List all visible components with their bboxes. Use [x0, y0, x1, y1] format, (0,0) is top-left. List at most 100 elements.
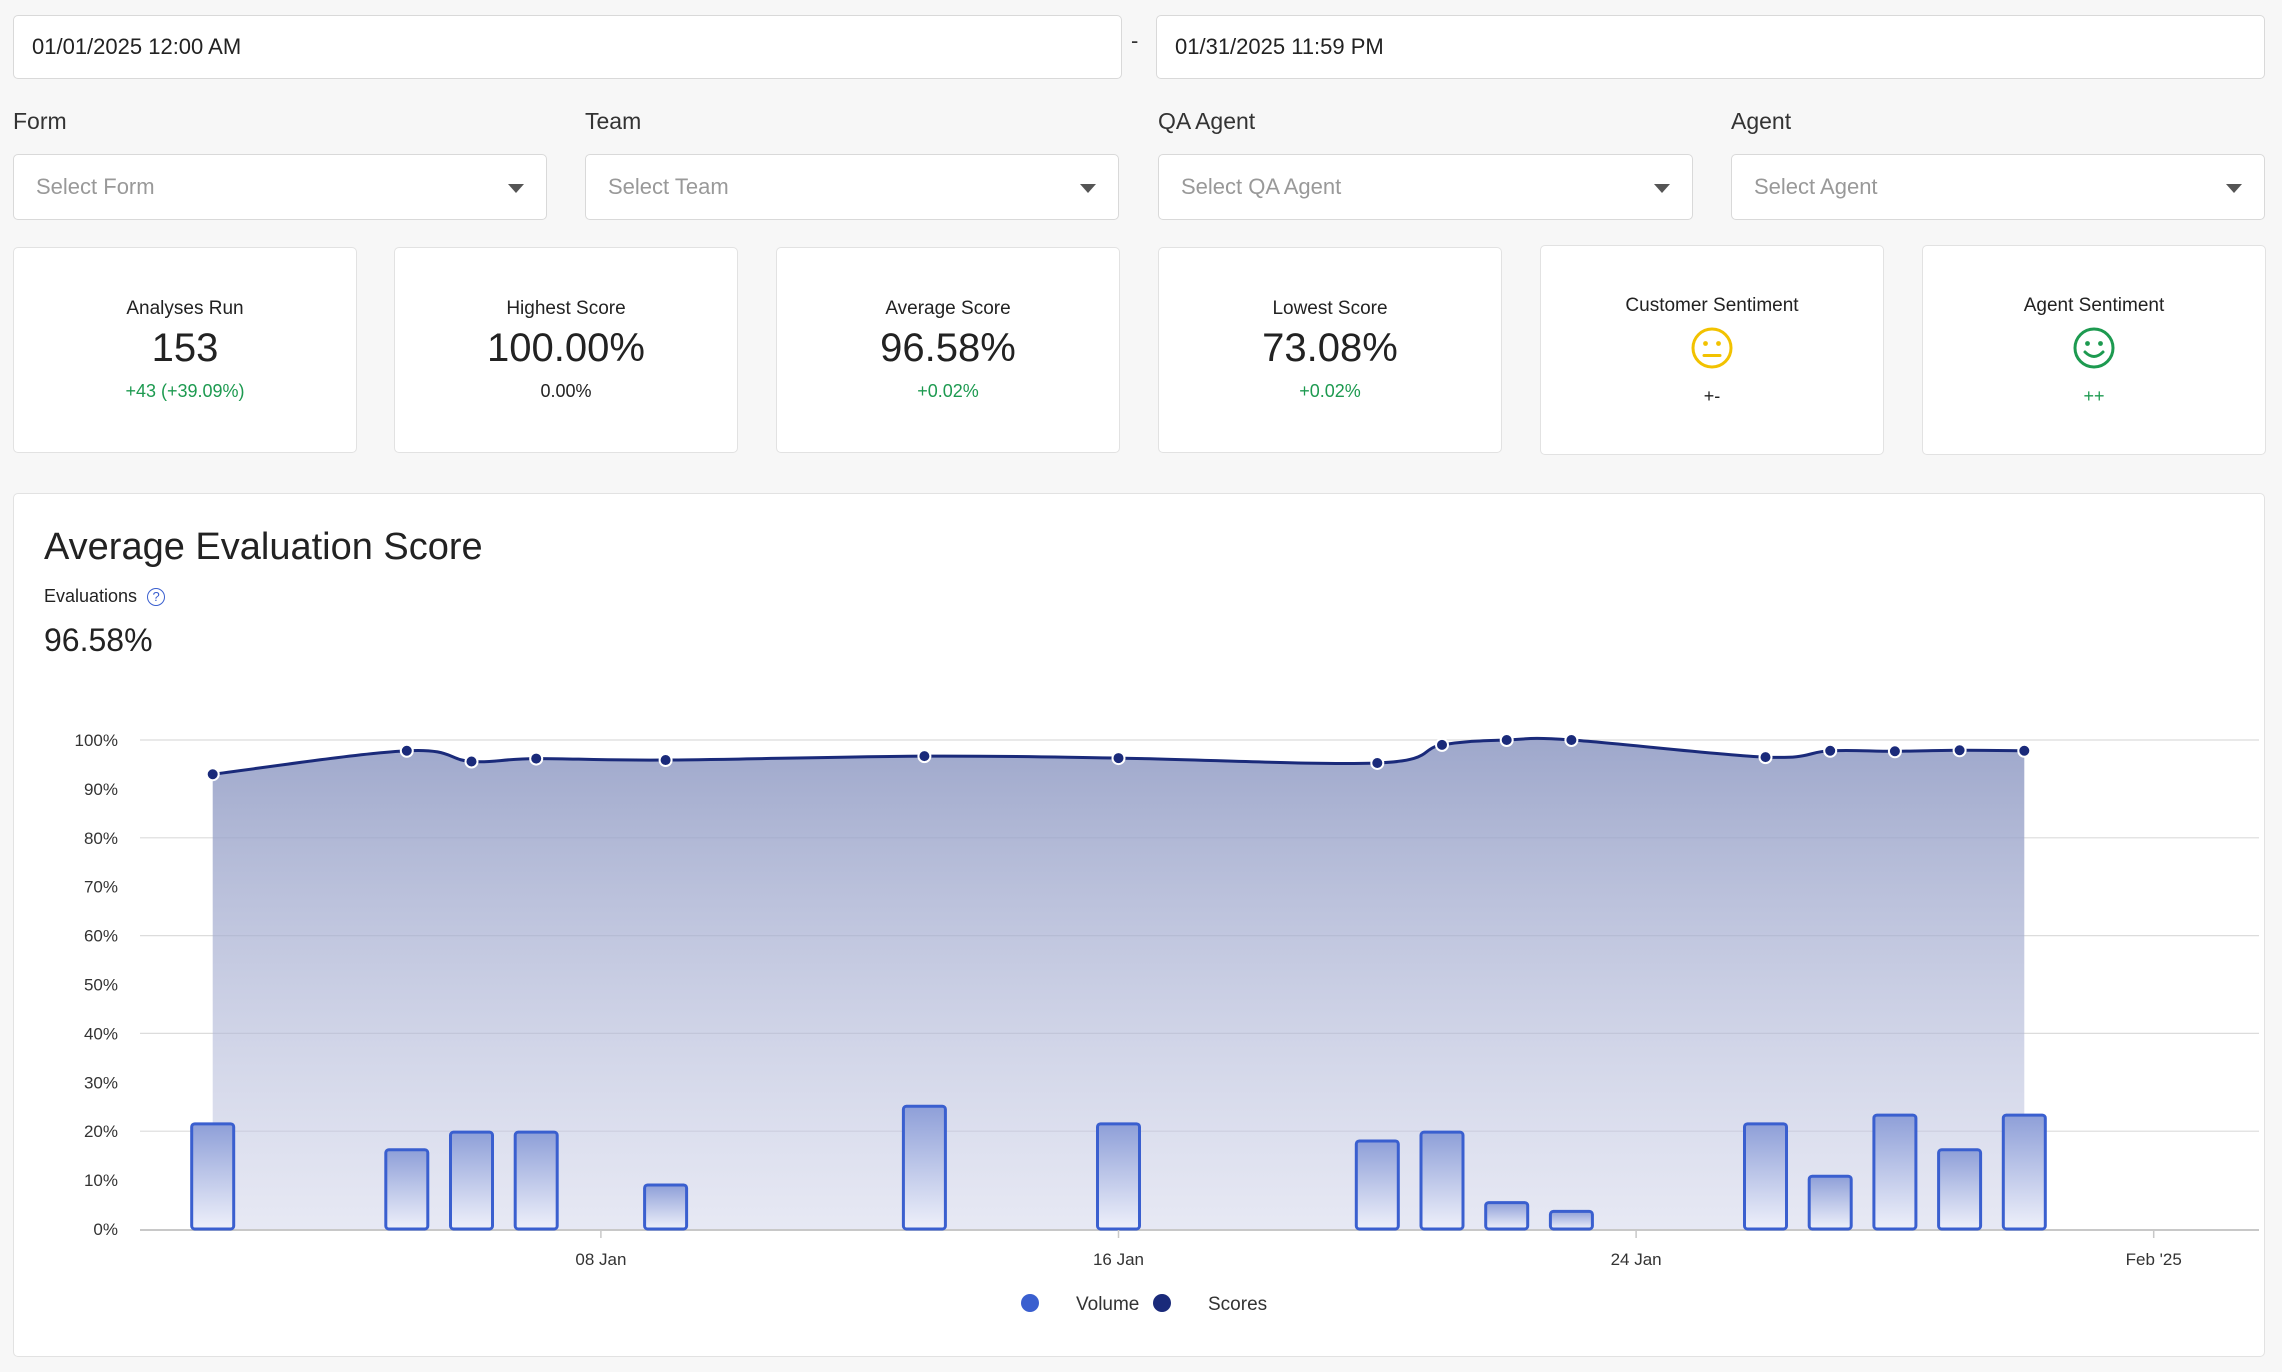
volume-bar	[901, 1104, 947, 1231]
x-tick-label: 16 Jan	[1093, 1250, 1144, 1269]
stat-title: Customer Sentiment	[1625, 295, 1799, 316]
stat-value: 153	[151, 326, 219, 370]
stat-title: Analyses Run	[126, 298, 244, 319]
scores-area	[212, 738, 2025, 1229]
y-tick-label: 90%	[84, 780, 118, 799]
volume-bar	[449, 1130, 494, 1231]
y-tick-label: 80%	[84, 829, 118, 848]
qa-agent-select[interactable]: Select QA Agent	[1158, 154, 1693, 220]
legend-label: Scores	[1208, 1294, 1267, 1315]
volume-bar	[513, 1130, 559, 1231]
team-select-placeholder: Select Team	[608, 174, 729, 199]
stat-card-lowest-score: Lowest Score 73.08% +0.02%	[1158, 247, 1502, 453]
volume-bar	[2001, 1113, 2047, 1231]
date-range-separator: -	[1131, 28, 1139, 53]
volume-bar	[1419, 1130, 1465, 1231]
stat-card-agent-sentiment: Agent Sentiment ++	[1922, 245, 2266, 455]
team-filter-label: Team	[585, 108, 642, 134]
score-point	[917, 749, 932, 764]
start-date-input[interactable]: 01/01/2025 12:00 AM	[13, 15, 1122, 79]
evaluations-label: Evaluations	[44, 586, 138, 606]
volume-bar	[1872, 1113, 1918, 1231]
stat-value: 73.08%	[1262, 326, 1398, 370]
stat-delta: +0.02%	[917, 381, 979, 401]
score-point	[1435, 737, 1449, 752]
stat-title: Highest Score	[506, 298, 626, 319]
x-tick-label: Feb '25	[2126, 1250, 2182, 1269]
form-select-placeholder: Select Form	[36, 174, 155, 199]
y-tick-label: 40%	[84, 1024, 118, 1043]
volume-bar	[1807, 1174, 1853, 1231]
stat-delta: 0.00%	[540, 381, 592, 401]
volume-bar	[1548, 1209, 1594, 1231]
stat-card-average-score: Average Score 96.58% +0.02%	[776, 247, 1120, 453]
legend-marker	[1153, 1294, 1171, 1312]
y-tick-label: 20%	[84, 1122, 118, 1141]
chevron-down-icon	[2226, 184, 2242, 193]
score-point	[464, 754, 479, 769]
score-point	[1499, 733, 1514, 747]
volume-bar	[384, 1148, 430, 1231]
legend-marker	[1021, 1294, 1039, 1312]
end-date-value: 01/31/2025 11:59 PM	[1175, 34, 1384, 59]
y-tick-label: 60%	[84, 927, 118, 946]
chevron-down-icon	[1080, 184, 1096, 193]
y-tick-label: 0%	[93, 1220, 118, 1239]
form-select[interactable]: Select Form	[13, 154, 547, 220]
stat-delta: +43 (+39.09%)	[125, 381, 245, 401]
neutral-face-icon	[1541, 326, 1883, 370]
y-tick-label: 50%	[84, 976, 118, 995]
chevron-down-icon	[508, 184, 524, 193]
stat-card-highest-score: Highest Score 100.00% 0.00%	[394, 247, 738, 453]
volume-bar	[1354, 1139, 1400, 1231]
stat-title: Lowest Score	[1272, 298, 1388, 319]
agent-filter-label: Agent	[1731, 108, 1792, 134]
x-tick-label: 08 Jan	[575, 1250, 626, 1269]
help-icon[interactable]: ?	[147, 587, 166, 606]
volume-bar	[1484, 1201, 1530, 1231]
score-point	[658, 753, 673, 768]
chart-subtitle: Evaluations ?	[44, 586, 166, 607]
qa-agent-filter-label: QA Agent	[1158, 108, 1256, 134]
sentiment-value: ++	[2083, 386, 2105, 406]
stat-title: Agent Sentiment	[2023, 295, 2165, 316]
volume-bar	[1096, 1122, 1141, 1231]
end-date-input[interactable]: 01/31/2025 11:59 PM	[1156, 15, 2265, 79]
team-select[interactable]: Select Team	[585, 154, 1119, 220]
y-tick-label: 100%	[75, 731, 118, 750]
score-point	[1564, 733, 1579, 747]
chart-title: Average Evaluation Score	[44, 526, 483, 568]
score-point	[205, 767, 220, 782]
score-point	[1758, 750, 1773, 765]
average-evaluation-score-chart: 0% 10% 20% 30% 40% 50% 60% 70% 80% 90% 100% 08 Jan 1…	[75, 731, 2259, 1315]
y-tick-label: 10%	[84, 1171, 118, 1190]
qa-agent-select-placeholder: Select QA Agent	[1181, 174, 1342, 199]
score-point	[1887, 744, 1902, 759]
stat-delta: +0.02%	[1299, 381, 1361, 401]
sentiment-value: +-	[1703, 386, 1721, 406]
form-filter-label: Form	[13, 108, 67, 134]
agent-select-placeholder: Select Agent	[1754, 174, 1878, 199]
y-tick-label: 30%	[84, 1073, 118, 1092]
chevron-down-icon	[1654, 184, 1670, 193]
stat-card-analyses-run: Analyses Run 153 +43 (+39.09%)	[13, 247, 357, 453]
volume-bar	[643, 1183, 689, 1231]
legend-label: Volume	[1076, 1294, 1139, 1315]
smiley-face-icon	[1923, 326, 2265, 370]
score-point	[1370, 755, 1385, 770]
agent-select[interactable]: Select Agent	[1731, 154, 2265, 220]
score-point	[1823, 743, 1838, 758]
stat-value: 100.00%	[487, 326, 645, 370]
score-point	[1111, 751, 1126, 766]
stat-value: 96.58%	[880, 326, 1016, 370]
average-evaluation-score-panel: Average Evaluation Score Evaluations ? 9…	[13, 493, 2265, 1357]
x-tick-label: 24 Jan	[1611, 1250, 1662, 1269]
score-point	[1952, 743, 1967, 758]
start-date-value: 01/01/2025 12:00 AM	[32, 34, 242, 59]
score-point	[529, 751, 544, 766]
chart-metric-value: 96.58%	[44, 622, 153, 658]
volume-bar	[190, 1122, 236, 1231]
score-point	[399, 743, 414, 758]
score-point	[2017, 743, 2032, 758]
stat-title: Average Score	[885, 298, 1011, 319]
